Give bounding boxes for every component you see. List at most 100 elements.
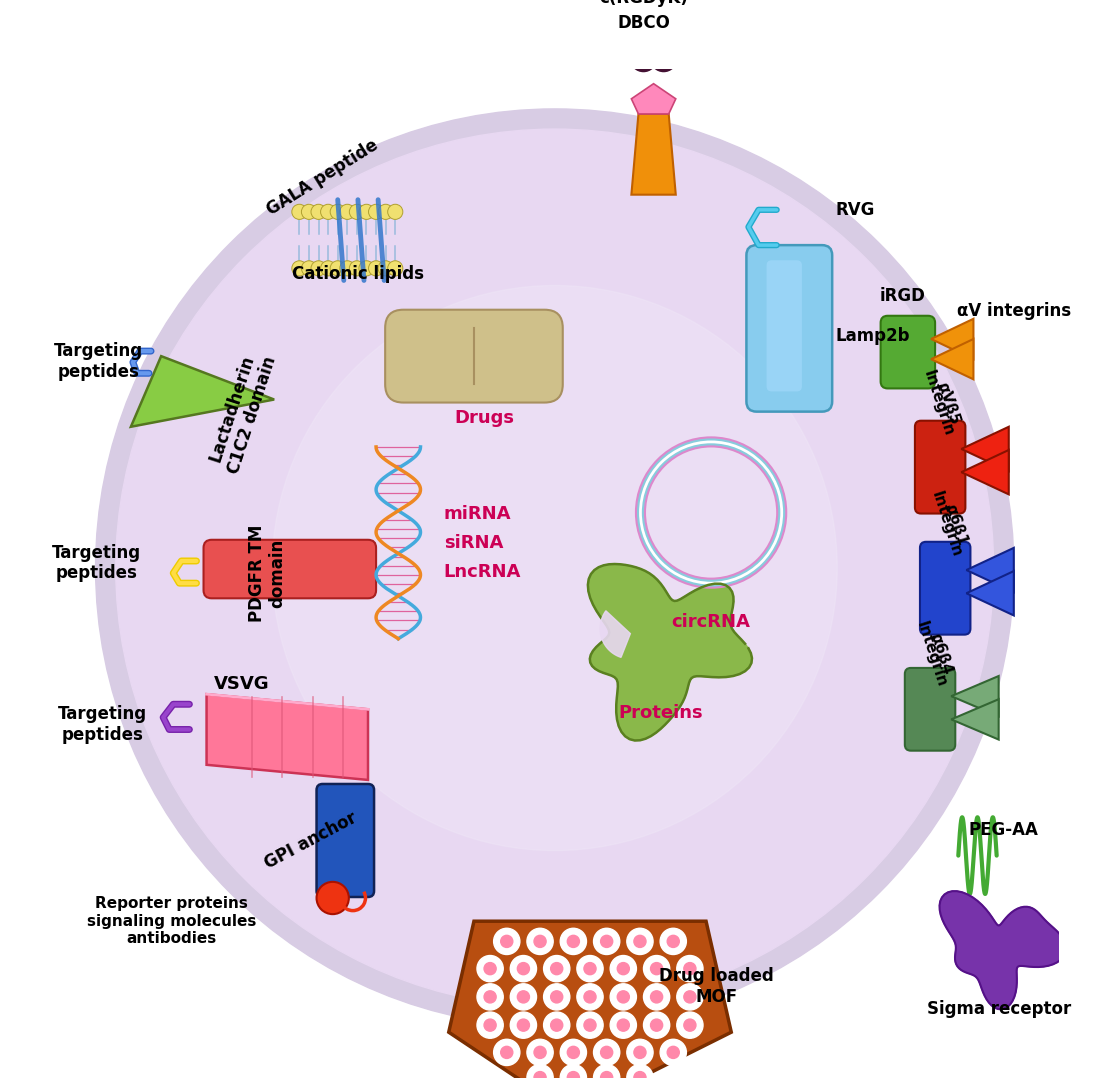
Circle shape — [517, 991, 530, 1003]
Circle shape — [494, 1039, 520, 1065]
Circle shape — [321, 261, 336, 276]
FancyBboxPatch shape — [767, 260, 802, 392]
Circle shape — [584, 1019, 597, 1032]
Circle shape — [568, 935, 580, 947]
Circle shape — [634, 935, 646, 947]
Text: α6β1: α6β1 — [942, 502, 970, 547]
FancyBboxPatch shape — [385, 310, 563, 402]
Circle shape — [650, 962, 662, 974]
Polygon shape — [931, 339, 973, 380]
Circle shape — [593, 1039, 620, 1065]
Text: circRNA: circRNA — [671, 614, 750, 631]
FancyBboxPatch shape — [915, 421, 966, 514]
Text: PEG-AA: PEG-AA — [969, 821, 1039, 839]
Circle shape — [667, 935, 679, 947]
Circle shape — [551, 991, 563, 1003]
Circle shape — [643, 956, 670, 982]
Circle shape — [551, 1019, 563, 1032]
Circle shape — [568, 1071, 580, 1079]
Circle shape — [618, 991, 629, 1003]
Circle shape — [576, 956, 603, 982]
Text: DBCO: DBCO — [617, 14, 670, 32]
Circle shape — [584, 991, 597, 1003]
Circle shape — [576, 1012, 603, 1038]
FancyBboxPatch shape — [881, 316, 935, 388]
Text: PDGFR TM
domain: PDGFR TM domain — [248, 524, 287, 622]
Circle shape — [534, 1047, 546, 1058]
Circle shape — [627, 928, 653, 955]
Circle shape — [349, 204, 365, 219]
Circle shape — [568, 1047, 580, 1058]
Text: Targeting
peptides: Targeting peptides — [58, 705, 147, 743]
Text: GPI anchor: GPI anchor — [261, 808, 360, 872]
Polygon shape — [931, 318, 973, 359]
Circle shape — [534, 1071, 546, 1079]
Text: Lactadherin
C1C2 domain: Lactadherin C1C2 domain — [204, 347, 279, 476]
Circle shape — [301, 204, 317, 219]
Circle shape — [627, 1039, 653, 1065]
Text: Integrin: Integrin — [920, 369, 956, 438]
Circle shape — [544, 984, 570, 1010]
Polygon shape — [967, 548, 1014, 592]
Circle shape — [659, 30, 685, 56]
Circle shape — [330, 261, 346, 276]
Circle shape — [610, 984, 637, 1010]
Circle shape — [551, 962, 563, 974]
Circle shape — [311, 204, 326, 219]
Circle shape — [272, 286, 837, 850]
Circle shape — [484, 1019, 496, 1032]
Circle shape — [622, 30, 649, 56]
Circle shape — [640, 25, 667, 52]
Circle shape — [652, 44, 671, 63]
Circle shape — [369, 261, 384, 276]
Circle shape — [677, 956, 704, 982]
Text: Drug loaded
MOF: Drug loaded MOF — [659, 968, 774, 1007]
Circle shape — [650, 1019, 662, 1032]
Circle shape — [576, 984, 603, 1010]
Text: Sigma receptor: Sigma receptor — [927, 1000, 1070, 1017]
Circle shape — [340, 204, 355, 219]
Circle shape — [660, 1039, 687, 1065]
FancyBboxPatch shape — [204, 540, 376, 599]
Circle shape — [501, 935, 513, 947]
Circle shape — [634, 1047, 646, 1058]
Text: Proteins: Proteins — [619, 705, 702, 722]
Circle shape — [683, 1019, 696, 1032]
Circle shape — [116, 129, 993, 1007]
Circle shape — [560, 1039, 586, 1065]
Circle shape — [584, 962, 597, 974]
Polygon shape — [631, 114, 676, 194]
Circle shape — [369, 204, 384, 219]
Circle shape — [527, 1039, 553, 1065]
Circle shape — [330, 204, 346, 219]
Circle shape — [359, 261, 374, 276]
Circle shape — [601, 1047, 613, 1058]
Circle shape — [637, 44, 655, 63]
Circle shape — [544, 1012, 570, 1038]
Text: iRGD: iRGD — [880, 287, 925, 304]
Text: LncRNA: LncRNA — [444, 562, 521, 581]
FancyBboxPatch shape — [746, 245, 832, 411]
Text: α6β4: α6β4 — [928, 631, 954, 677]
Polygon shape — [940, 891, 1066, 1009]
Circle shape — [311, 261, 326, 276]
Circle shape — [601, 935, 613, 947]
Circle shape — [601, 1071, 613, 1079]
FancyBboxPatch shape — [920, 542, 970, 634]
Circle shape — [349, 261, 365, 276]
Polygon shape — [967, 571, 1014, 615]
Circle shape — [593, 928, 620, 955]
Polygon shape — [600, 611, 630, 657]
Circle shape — [477, 1012, 503, 1038]
Text: Integrin: Integrin — [913, 619, 949, 688]
Text: VSVG: VSVG — [214, 675, 270, 693]
Circle shape — [634, 1071, 646, 1079]
Circle shape — [610, 956, 637, 982]
Text: αV integrins: αV integrins — [957, 302, 1070, 319]
Polygon shape — [130, 356, 274, 427]
Circle shape — [660, 928, 687, 955]
Text: Reporter proteins
signaling molecules
antibodies: Reporter proteins signaling molecules an… — [87, 897, 256, 946]
Circle shape — [683, 962, 696, 974]
Circle shape — [643, 984, 670, 1010]
Text: siRNA: siRNA — [444, 534, 503, 551]
